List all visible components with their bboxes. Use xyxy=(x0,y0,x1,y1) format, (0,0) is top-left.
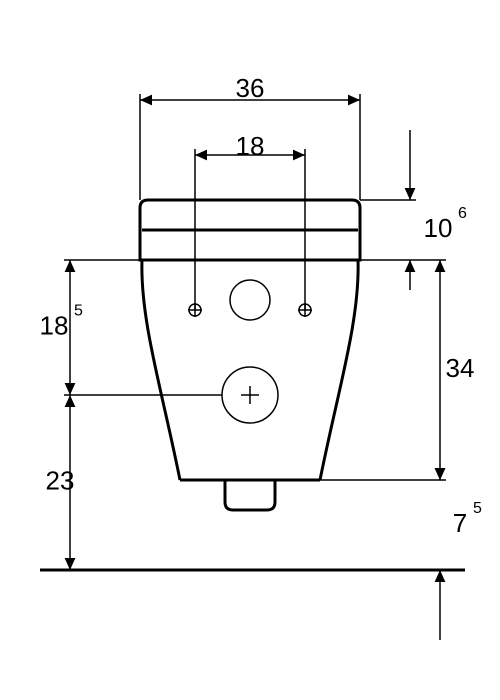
svg-text:23: 23 xyxy=(46,465,75,495)
svg-text:7: 7 xyxy=(453,508,467,538)
svg-text:34: 34 xyxy=(446,353,475,383)
svg-text:5: 5 xyxy=(74,303,83,320)
svg-text:18: 18 xyxy=(236,131,265,161)
svg-text:6: 6 xyxy=(458,205,467,222)
svg-text:36: 36 xyxy=(236,73,265,103)
svg-text:18: 18 xyxy=(40,310,69,340)
svg-text:5: 5 xyxy=(473,500,482,517)
svg-text:10: 10 xyxy=(424,213,453,243)
